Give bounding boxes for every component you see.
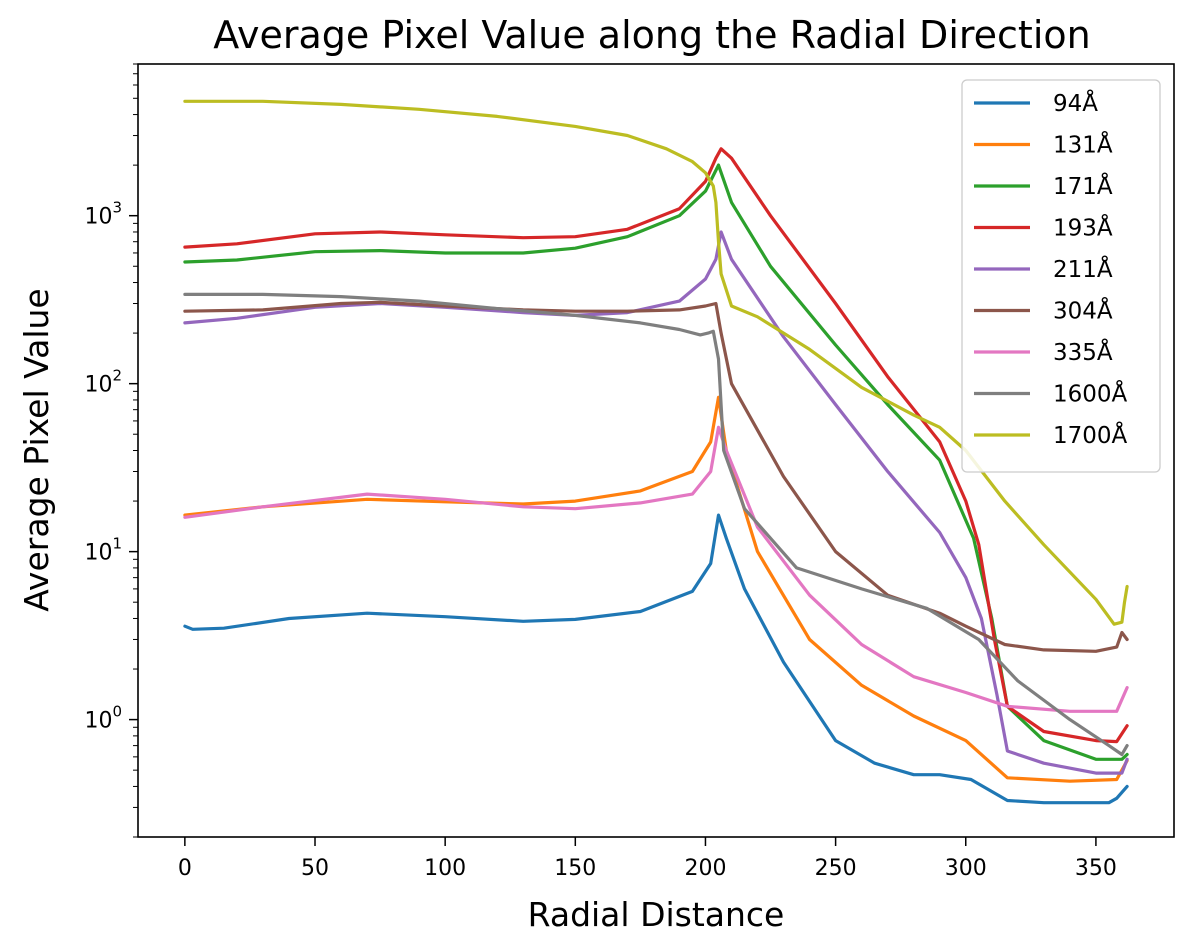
- legend-label-8: 1700Å: [1053, 421, 1128, 449]
- series-layer: [183, 99, 1129, 805]
- y-tick-label-0: 100: [84, 703, 122, 734]
- legend-label-3: 193Å: [1053, 214, 1113, 242]
- legend-items: 94Å 131Å 171Å 193Å 211Å 304Å 335Å 1600Å 1700Å: [974, 89, 1128, 449]
- legend: 94Å 131Å 171Å 193Å 211Å 304Å 335Å 1600Å 1700Å: [961, 79, 1161, 473]
- x-tick-label-7: 350: [1075, 856, 1117, 881]
- legend-label-4: 211Å: [1053, 255, 1113, 283]
- x-tick-label-0: 0: [178, 856, 192, 881]
- y-tick-label-2: 102: [84, 367, 122, 398]
- x-axis-label: Radial Distance: [528, 895, 785, 934]
- x-axis: 0 50 100 150 200 250 300 350: [178, 837, 1117, 881]
- legend-box: [961, 79, 1161, 473]
- x-tick-label-1: 50: [301, 856, 329, 881]
- x-tick-label-3: 150: [554, 856, 596, 881]
- series-line-7: [183, 292, 1129, 757]
- x-tick-label-6: 300: [945, 856, 987, 881]
- plot-area: [137, 63, 1175, 838]
- legend-label-0: 94Å: [1053, 89, 1098, 117]
- x-tick-label-5: 250: [815, 856, 857, 881]
- y-axis: 100 101 102 103: [84, 63, 138, 838]
- y-tick-label-3: 103: [84, 199, 122, 230]
- chart-title: Average Pixel Value along the Radial Dir…: [213, 13, 1090, 57]
- series-line-5: [183, 300, 1129, 653]
- legend-label-2: 171Å: [1053, 172, 1113, 200]
- legend-label-6: 335Å: [1053, 338, 1113, 366]
- legend-label-1: 131Å: [1053, 131, 1113, 159]
- x-tick-label-4: 200: [684, 856, 726, 881]
- series-line-2: [183, 163, 1129, 761]
- series-line-8: [183, 99, 1129, 626]
- legend-label-5: 304Å: [1053, 297, 1113, 325]
- legend-label-7: 1600Å: [1053, 380, 1128, 408]
- y-axis-label: Average Pixel Value: [17, 288, 56, 611]
- series-line-0: [183, 513, 1129, 805]
- x-tick-label-2: 100: [424, 856, 466, 881]
- y-tick-label-1: 101: [84, 535, 122, 566]
